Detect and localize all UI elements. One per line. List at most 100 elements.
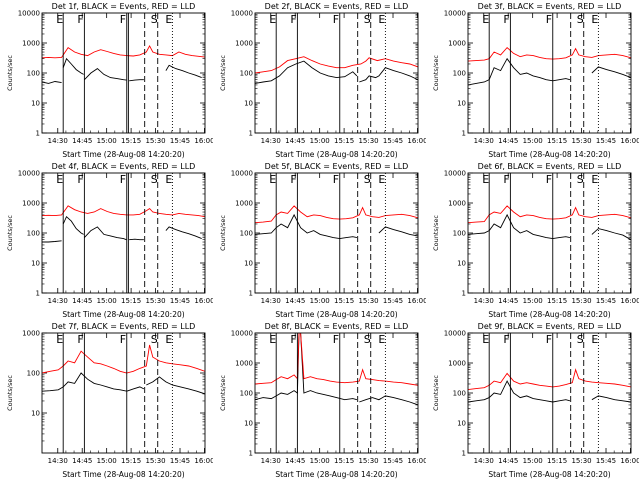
plot-area bbox=[42, 205, 205, 243]
time-marker-label: F bbox=[290, 13, 296, 26]
y-tick-label: 1000 bbox=[22, 40, 40, 48]
series-line-events bbox=[359, 67, 418, 83]
y-tick-label: 1 bbox=[462, 130, 466, 138]
time-marker-label: E bbox=[378, 13, 385, 26]
plot-frame bbox=[254, 172, 419, 294]
y-tick-label: 1000 bbox=[448, 40, 466, 48]
series-line-events bbox=[591, 395, 631, 403]
chart-title: Det 2f, BLACK = Events, RED = LLD bbox=[265, 2, 409, 11]
x-tick-label: 15:45 bbox=[596, 137, 616, 145]
chart-title: Det 1f, BLACK = Events, RED = LLD bbox=[52, 2, 196, 11]
time-marker-label: S bbox=[364, 173, 371, 186]
time-marker-label: F bbox=[546, 173, 552, 186]
series-line-lld bbox=[255, 205, 418, 224]
x-tick-label: 16:00 bbox=[620, 297, 639, 305]
y-tick-label: 10000 bbox=[231, 330, 253, 338]
time-marker-label: E bbox=[56, 13, 63, 26]
time-marker-label: E bbox=[56, 333, 63, 346]
x-tick-label: 15:30 bbox=[145, 457, 165, 465]
time-marker-label: E bbox=[482, 13, 489, 26]
chart-svg-2: Det 2f, BLACK = Events, RED = LLD Counts/… bbox=[219, 2, 426, 159]
series-line-events bbox=[42, 240, 62, 243]
y-tick-label: 1000 bbox=[22, 200, 40, 208]
time-marker-label: F bbox=[290, 173, 296, 186]
time-marker-label: F bbox=[546, 333, 552, 346]
y-tick-label: 10000 bbox=[444, 170, 466, 178]
x-tick-label: 14:30 bbox=[48, 457, 68, 465]
y-tick-label: 1000 bbox=[448, 360, 466, 368]
x-tick-label: 14:45 bbox=[72, 137, 92, 145]
x-tick-label: 14:45 bbox=[498, 457, 518, 465]
time-marker-label: S bbox=[577, 13, 584, 26]
chart-svg-7: Det 7f, BLACK = Events, RED = LLD Counts/… bbox=[6, 322, 213, 479]
x-tick-label: 16:00 bbox=[194, 137, 213, 145]
y-tick-label: 1 bbox=[462, 290, 466, 298]
chart-title: Det 9f, BLACK = Events, RED = LLD bbox=[478, 322, 622, 331]
series-line-events bbox=[255, 213, 357, 240]
x-axis-label: Start Time (28-Aug-08 14:20:20) bbox=[275, 470, 397, 479]
y-tick-label: 10000 bbox=[18, 10, 40, 18]
series-line-lld bbox=[42, 205, 205, 218]
series-line-events bbox=[468, 57, 571, 86]
chart-panel-4: Det 4f, BLACK = Events, RED = LLD Counts/… bbox=[0, 160, 213, 320]
x-tick-label: 15:15 bbox=[547, 297, 567, 305]
time-marker-label: F bbox=[333, 333, 339, 346]
time-marker-label: E bbox=[482, 333, 489, 346]
x-tick-label: 14:45 bbox=[72, 457, 92, 465]
time-marker-label: F bbox=[333, 173, 339, 186]
x-tick-label: 15:30 bbox=[571, 297, 591, 305]
series-line-events bbox=[378, 226, 418, 237]
x-tick-label: 14:45 bbox=[285, 137, 305, 145]
y-tick-label: 10 bbox=[31, 410, 40, 418]
x-tick-label: 14:30 bbox=[48, 137, 68, 145]
x-tick-label: 16:00 bbox=[620, 457, 639, 465]
plot-frame bbox=[467, 172, 632, 294]
series-line-events bbox=[468, 213, 570, 240]
chart-svg-1: Det 1f, BLACK = Events, RED = LLD Counts/… bbox=[6, 2, 213, 159]
x-tick-label: 14:30 bbox=[474, 457, 494, 465]
x-tick-label: 15:30 bbox=[358, 457, 378, 465]
chart-svg-5: Det 5f, BLACK = Events, RED = LLD Counts/… bbox=[219, 162, 426, 319]
chart-title: Det 8f, BLACK = Events, RED = LLD bbox=[265, 322, 409, 331]
time-marker-label: E bbox=[591, 333, 598, 346]
series-line-events bbox=[129, 79, 144, 82]
chart-panel-5: Det 5f, BLACK = Events, RED = LLD Counts/… bbox=[213, 160, 426, 320]
time-marker-label: F bbox=[77, 333, 83, 346]
x-tick-label: 15:45 bbox=[596, 297, 616, 305]
x-axis-label: Start Time (28-Aug-08 14:20:20) bbox=[62, 150, 184, 159]
chart-title: Det 5f, BLACK = Events, RED = LLD bbox=[265, 162, 409, 171]
x-tick-label: 15:00 bbox=[310, 457, 330, 465]
series-line-events bbox=[84, 68, 127, 81]
series-line-lld bbox=[42, 44, 205, 59]
x-tick-label: 15:15 bbox=[121, 457, 141, 465]
x-axis-label: Start Time (28-Aug-08 14:20:20) bbox=[488, 470, 610, 479]
y-tick-label: 10000 bbox=[444, 10, 466, 18]
x-tick-label: 16:00 bbox=[194, 457, 213, 465]
time-marker-label: E bbox=[378, 333, 385, 346]
time-marker-label: S bbox=[151, 333, 158, 346]
plot-area bbox=[468, 205, 631, 241]
chart-panel-3: Det 3f, BLACK = Events, RED = LLD Counts/… bbox=[426, 0, 639, 160]
time-marker-label: E bbox=[269, 333, 276, 346]
time-marker-label: F bbox=[120, 13, 126, 26]
time-marker-label: E bbox=[269, 173, 276, 186]
plot-frame bbox=[467, 12, 632, 134]
time-marker-label: F bbox=[546, 13, 552, 26]
y-axis-label: Counts/sec bbox=[219, 375, 227, 411]
plot-frame bbox=[254, 332, 419, 454]
y-axis-label: Counts/sec bbox=[6, 375, 14, 411]
y-tick-label: 10 bbox=[244, 420, 253, 428]
chart-svg-4: Det 4f, BLACK = Events, RED = LLD Counts/… bbox=[6, 162, 213, 319]
y-axis-label: Counts/sec bbox=[432, 55, 440, 91]
time-marker-label: E bbox=[269, 13, 276, 26]
x-tick-label: 15:45 bbox=[383, 457, 403, 465]
x-tick-label: 15:30 bbox=[358, 297, 378, 305]
series-line-lld bbox=[255, 333, 418, 386]
x-tick-label: 15:00 bbox=[523, 457, 543, 465]
y-tick-label: 1000 bbox=[235, 200, 253, 208]
y-tick-label: 100 bbox=[27, 370, 40, 378]
x-tick-label: 14:45 bbox=[285, 297, 305, 305]
time-marker-label: F bbox=[77, 173, 83, 186]
chart-svg-8: Det 8f, BLACK = Events, RED = LLD Counts/… bbox=[219, 322, 426, 479]
chart-svg-9: Det 9f, BLACK = Events, RED = LLD Counts/… bbox=[432, 322, 639, 479]
